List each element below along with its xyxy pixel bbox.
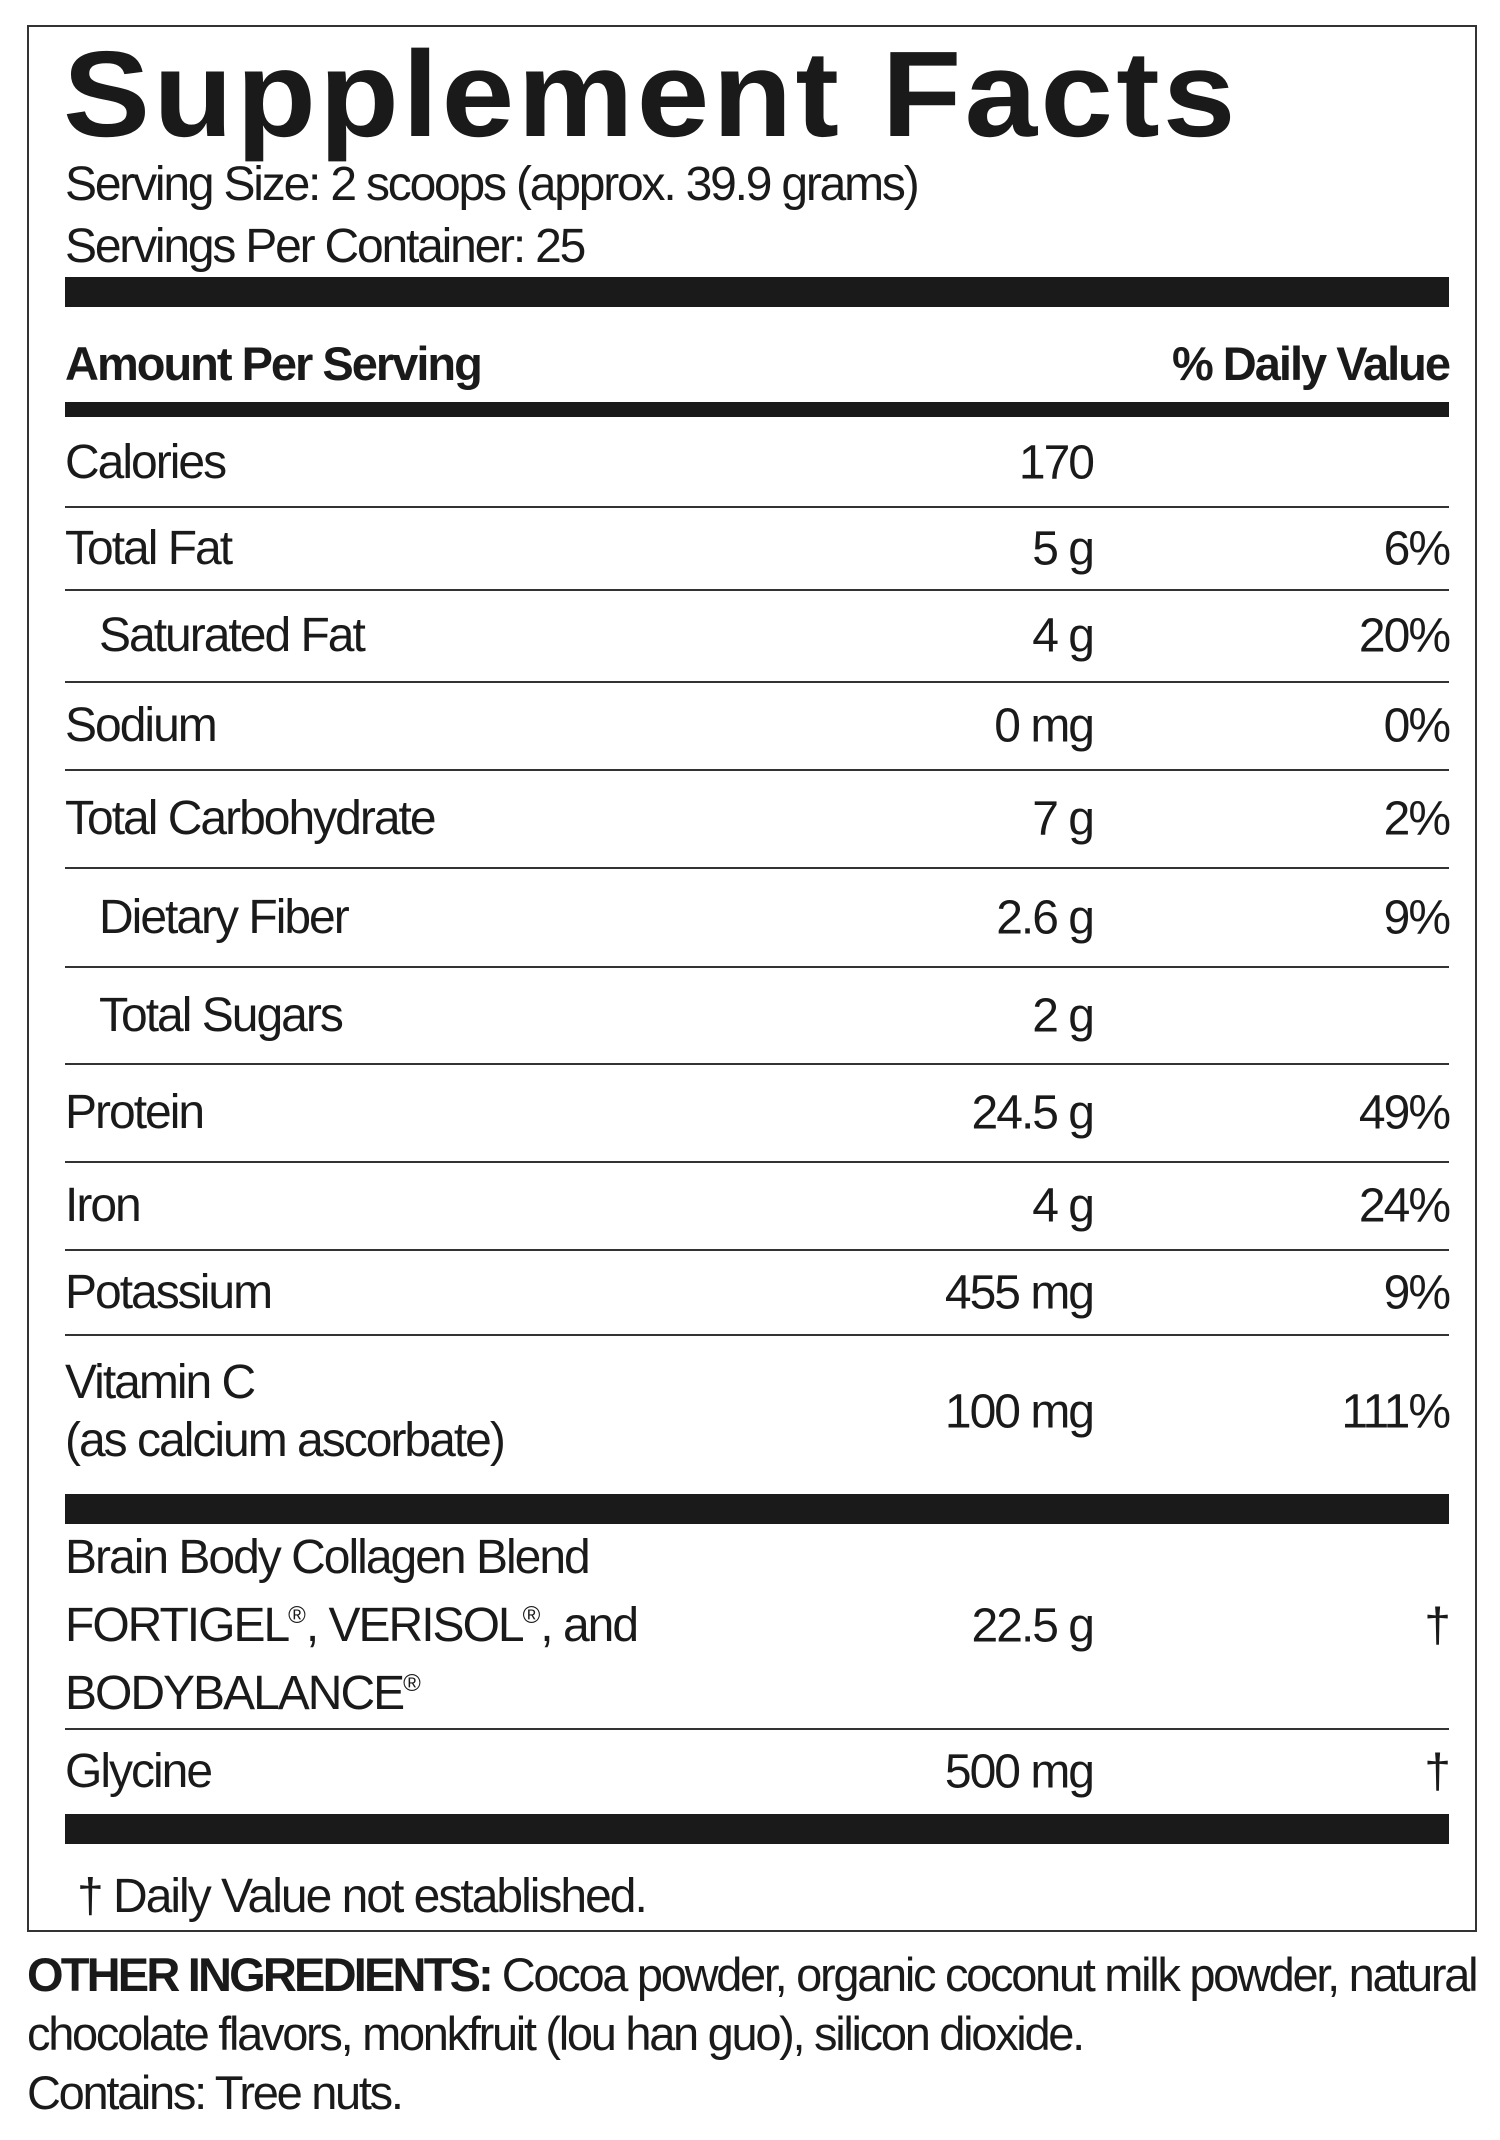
nutrient-name: Protein — [65, 1086, 205, 1139]
blend-ingredient: , VERISOL — [305, 1599, 525, 1652]
table-row: Total Sugars 2 g — [65, 968, 1449, 1065]
registered-mark: ® — [403, 1670, 421, 1697]
blend-title: Brain Body Collagen Blend — [65, 1531, 591, 1584]
blend-table: Brain Body Collagen Blend FORTIGEL®, VER… — [65, 1524, 1451, 1814]
nutrient-dv: 20% — [1358, 609, 1451, 663]
nutrient-name: Vitamin C (as calcium ascorbate) — [65, 1354, 506, 1470]
nutrient-amount: 4 g — [1032, 1179, 1095, 1233]
blend-conjunction: , and — [540, 1599, 639, 1652]
nutrient-dv: 9% — [1383, 891, 1451, 944]
table-row: Brain Body Collagen Blend FORTIGEL®, VER… — [65, 1524, 1451, 1730]
nutrient-dv: 0% — [1383, 699, 1451, 753]
nutrient-name: Total Fat — [65, 521, 233, 575]
nutrient-dv: 9% — [1383, 1266, 1451, 1319]
table-row: Iron 4 g 24% — [65, 1163, 1451, 1251]
other-ingredients-text: Cocoa powder, organic coconut milk powde… — [27, 1948, 1479, 2060]
nutrient-dv: 111% — [1341, 1385, 1451, 1439]
blend-ingredient: BODYBALANCE — [65, 1667, 405, 1720]
thick-divider — [65, 1814, 1449, 1844]
nutrient-name: Potassium — [65, 1265, 273, 1319]
nutrient-amount: 5 g — [1032, 522, 1095, 575]
table-row: Potassium 455 mg 9% — [65, 1251, 1451, 1336]
nutrient-name: Saturated Fat — [99, 609, 366, 662]
table-row: Sodium 0 mg 0% — [65, 683, 1451, 771]
nutrient-amount: 500 mg — [944, 1745, 1095, 1799]
nutrient-name: Sodium — [65, 699, 218, 752]
nutrient-amount: 4 g — [1032, 609, 1095, 663]
nutrient-name: Dietary Fiber — [99, 890, 350, 944]
nutrient-amount: 0 mg — [994, 699, 1095, 753]
column-header: Amount Per Serving % Daily Value — [65, 327, 1451, 399]
nutrient-amount: 2 g — [1032, 989, 1095, 1042]
table-row: Vitamin C (as calcium ascorbate) 100 mg 11… — [65, 1336, 1451, 1488]
dagger-icon: † — [1424, 1599, 1451, 1653]
table-row: Total Fat 5 g 6% — [65, 508, 1451, 591]
nutrient-name: Iron — [65, 1179, 142, 1232]
blend-amount: 22.5 g — [971, 1599, 1095, 1653]
registered-mark: ® — [288, 1602, 306, 1629]
daily-value-label: % Daily Value — [1171, 336, 1451, 390]
serving-size: Serving Size: 2 scoops (approx. 39.9 gra… — [65, 158, 920, 211]
table-row: Total Carbohydrate 7 g 2% — [65, 771, 1451, 869]
servings-per-container: Servings Per Container: 25 — [65, 220, 586, 273]
table-row: Saturated Fat 4 g 20% — [65, 591, 1451, 683]
allergen-statement: Contains: Tree nuts. — [27, 2066, 404, 2119]
nutrient-name-line2: (as calcium ascorbate) — [65, 1414, 506, 1467]
other-ingredients-label: OTHER INGREDIENTS: — [27, 1948, 494, 2001]
nutrient-name: Calories — [65, 435, 227, 489]
nutrient-name: Glycine — [65, 1745, 213, 1798]
nutrient-amount: 100 mg — [944, 1385, 1095, 1439]
nutrient-name-line1: Vitamin C — [65, 1356, 256, 1409]
supplement-facts-panel: Supplement Facts Serving Size: 2 scoops … — [27, 25, 1477, 1932]
nutrient-name: Total Carbohydrate — [65, 792, 437, 845]
blend-ingredient: FORTIGEL — [65, 1599, 290, 1652]
table-row: Dietary Fiber 2.6 g 9% — [65, 869, 1451, 968]
table-row: Calories 170 — [65, 419, 1449, 508]
dagger-icon: † — [1424, 1745, 1451, 1799]
nutrient-amount: 7 g — [1032, 792, 1095, 846]
blend-name: Brain Body Collagen Blend FORTIGEL®, VER… — [65, 1529, 639, 1723]
other-ingredients: OTHER INGREDIENTS: Cocoa powder, organic… — [27, 1945, 1497, 2122]
amount-per-serving-label: Amount Per Serving — [65, 336, 483, 390]
panel-title: Supplement Facts — [63, 26, 1239, 162]
nutrient-amount: 2.6 g — [996, 891, 1095, 944]
medium-divider — [65, 402, 1449, 417]
nutrient-dv: 2% — [1383, 792, 1451, 846]
nutrient-amount: 455 mg — [944, 1266, 1095, 1319]
nutrient-dv: 6% — [1383, 522, 1451, 575]
nutrient-name: Total Sugars — [99, 988, 344, 1042]
footnote: † Daily Value not established. — [77, 1870, 648, 1923]
table-row: Glycine 500 mg † — [65, 1730, 1451, 1814]
nutrient-amount: 170 — [1018, 436, 1095, 489]
registered-mark: ® — [522, 1602, 541, 1629]
thick-divider — [65, 1494, 1449, 1524]
nutrient-amount: 24.5 g — [971, 1086, 1095, 1140]
nutrient-dv: 49% — [1358, 1086, 1451, 1140]
thick-divider — [65, 277, 1449, 307]
nutrient-dv: 24% — [1358, 1179, 1451, 1233]
table-row: Protein 24.5 g 49% — [65, 1065, 1451, 1163]
nutrient-table: Calories 170 Total Fat 5 g 6% Saturated Fat… — [65, 419, 1451, 1488]
